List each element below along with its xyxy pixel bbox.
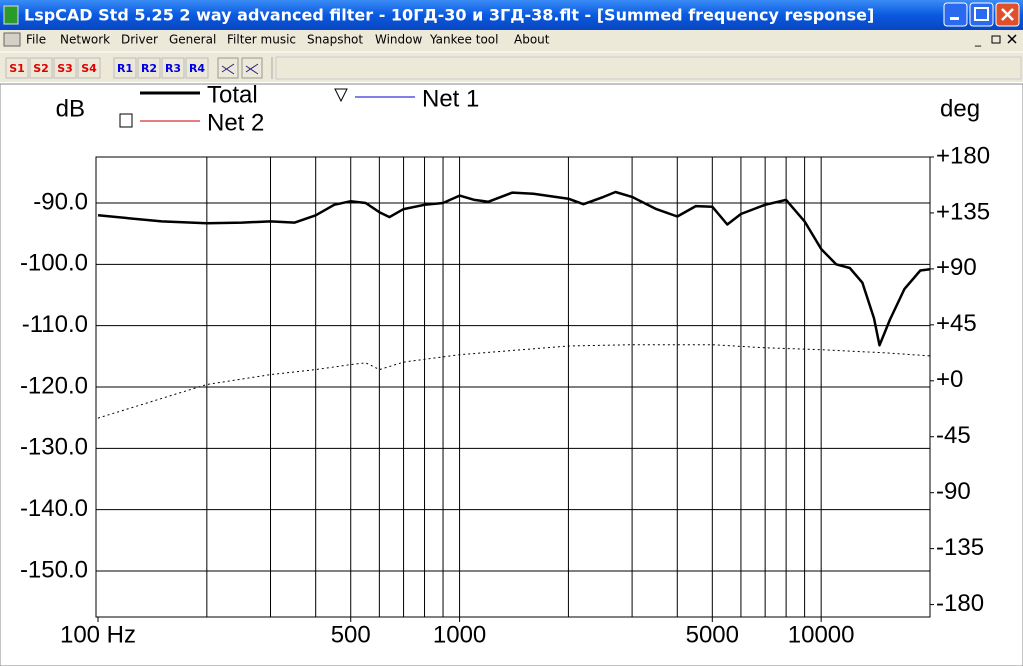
mdi-restore[interactable]: [991, 35, 1001, 44]
y2-tick-label: +0: [936, 366, 963, 393]
mdi-close[interactable]: [1007, 34, 1017, 44]
menu-item[interactable]: Filter music: [227, 33, 296, 47]
chart-area: [0, 83, 1023, 666]
y2-axis-label: deg: [940, 95, 980, 122]
toolbar-button-label: R3: [165, 62, 181, 75]
x-tick-label: 5000: [686, 621, 739, 648]
mdi-icon: [3, 32, 21, 47]
y2-tick-label: +135: [936, 198, 990, 225]
legend-marker: [119, 113, 133, 128]
maximize-button[interactable]: [969, 2, 994, 27]
y2-tick-label: +90: [936, 254, 977, 281]
y2-tick-label: +180: [936, 142, 990, 169]
y2-tick-label: -180: [936, 590, 984, 617]
menu-item[interactable]: File: [26, 33, 46, 47]
y2-tick-label: +45: [936, 310, 977, 337]
menu-item[interactable]: Network: [60, 33, 110, 47]
window-title: LspCAD Std 5.25 2 way advanced filter - …: [24, 6, 874, 25]
minimize-button[interactable]: [943, 2, 968, 27]
y-tick-label: -150.0: [20, 556, 88, 583]
x-tick-label: 10000: [788, 621, 855, 648]
y-axis-label: dB: [56, 95, 85, 122]
toolbar-field: [275, 56, 1022, 80]
toolbar-button[interactable]: [5, 57, 29, 79]
minimize-icon: [950, 17, 959, 20]
toolbar-button[interactable]: [53, 57, 77, 79]
toolbar-button[interactable]: [161, 57, 185, 79]
menu-bar: File Network Driver General Filter music Snap…: [26, 33, 550, 47]
y-tick-label: -130.0: [20, 434, 88, 461]
legend-label: Net 1: [422, 85, 479, 112]
toolbar: S1 S2 S3 S4 R1 R2 R3 R4: [5, 57, 209, 79]
close-icon: [1001, 8, 1014, 21]
toolbar-button[interactable]: [77, 57, 101, 79]
tool-icon: [221, 63, 235, 75]
toolbar-button-label: S2: [33, 62, 49, 75]
menu-item[interactable]: Yankee tool: [429, 33, 498, 47]
menu-item[interactable]: General: [169, 33, 216, 47]
toolbar-button[interactable]: [185, 57, 209, 79]
title-bar: [0, 0, 1023, 30]
y-tick-label: -90.0: [33, 188, 88, 215]
toolbar-button-label: S1: [9, 62, 25, 75]
menu-item[interactable]: Snapshot: [307, 33, 363, 47]
y2-tick-label: -135: [936, 534, 984, 561]
y2-tick-label: -45: [936, 422, 971, 449]
mdi-minimize[interactable]: _: [974, 33, 982, 47]
legend-label: Total: [207, 81, 258, 108]
toolbar-button[interactable]: [29, 57, 53, 79]
x-tick-label: 1000: [433, 621, 486, 648]
mdi-buttons: _: [974, 33, 1017, 47]
legend-label: Net 2: [207, 109, 264, 136]
menu-item[interactable]: Window: [375, 33, 423, 47]
maximize-icon: [974, 7, 989, 21]
legend-marker: [334, 88, 348, 103]
app-icon: [3, 5, 19, 25]
menu-item[interactable]: Driver: [121, 33, 158, 47]
y-tick-label: -100.0: [20, 250, 88, 277]
chart: dB deg 100 Hz 500 1000 5000 10000 -90.0 -100.0…: [20, 81, 990, 648]
response-line: [97, 190, 931, 347]
toolbar-button[interactable]: [113, 57, 137, 79]
window-buttons: [943, 2, 1020, 27]
toolbar-button-label: R1: [117, 62, 133, 75]
y2-tick-label: -90: [936, 478, 971, 505]
tool-icon: [245, 63, 259, 75]
toolbar-button-label: S3: [57, 62, 73, 75]
y-tick-label: -120.0: [20, 372, 88, 399]
toolbar-button-label: S4: [81, 62, 97, 75]
x-tick-label: 500: [331, 621, 371, 648]
snapshot-icons: [217, 56, 1022, 80]
toolbar-button-label: R2: [141, 62, 157, 75]
toolbar-button-label: R4: [189, 62, 205, 75]
menu-item[interactable]: About: [514, 33, 550, 47]
toolbar-button[interactable]: [137, 57, 161, 79]
x-tick-label: 100 Hz: [60, 621, 136, 648]
y-tick-label: -110.0: [22, 311, 88, 338]
y-tick-label: -140.0: [20, 495, 88, 522]
phase-line: [97, 344, 931, 419]
